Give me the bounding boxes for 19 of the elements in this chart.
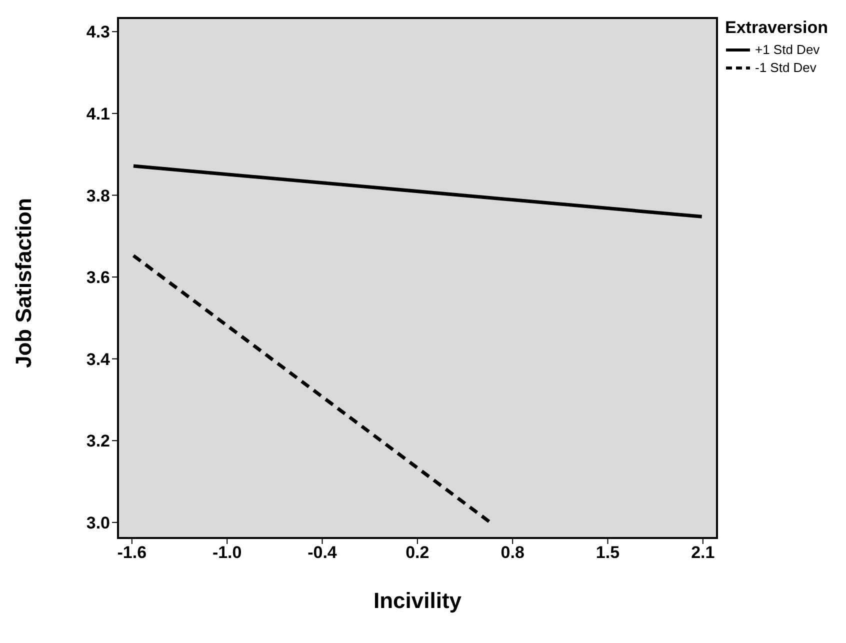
legend-title: Extraversion [725,18,828,38]
y-tick-label: 3.6 [86,268,110,288]
x-axis-title: Incivility [373,588,462,613]
x-tick-label: 0.2 [406,543,430,562]
y-tick-label: 3.2 [86,432,110,451]
x-tick-label: 2.1 [691,543,715,562]
x-tick-label: 1.5 [596,543,620,562]
y-tick-label: 3.8 [86,186,110,206]
y-axis-title: Job Satisfaction [10,198,36,368]
y-tick-label: 3.4 [86,350,111,369]
legend-label: +1 Std Dev [755,42,820,57]
x-tick-label: -0.4 [308,543,338,562]
x-tick-label: 0.8 [500,543,524,562]
legend-label: -1 Std Dev [755,60,816,75]
y-tick-label: 4.1 [86,104,110,124]
x-tick-label: -1.0 [212,543,242,562]
y-tick-label: 3.0 [86,513,110,532]
y-tick-label: 4.3 [86,22,110,42]
x-tick-label: -1.6 [117,543,147,562]
